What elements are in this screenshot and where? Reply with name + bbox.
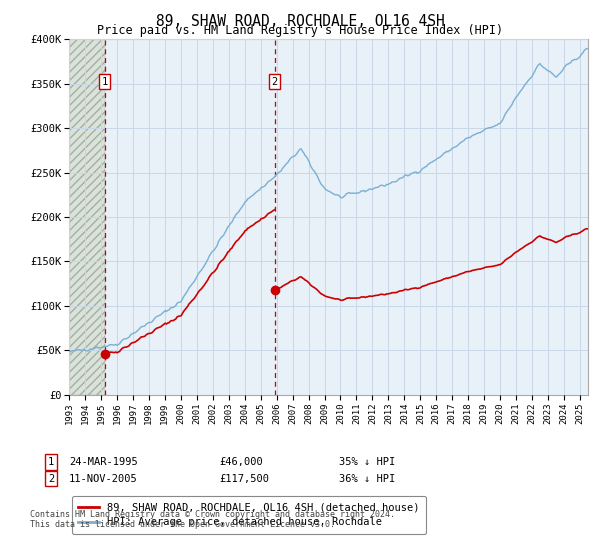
Text: 11-NOV-2005: 11-NOV-2005 [69,474,138,484]
Text: 2: 2 [48,474,54,484]
Text: 89, SHAW ROAD, ROCHDALE, OL16 4SH: 89, SHAW ROAD, ROCHDALE, OL16 4SH [155,14,445,29]
Text: 1: 1 [101,77,108,87]
Text: Price paid vs. HM Land Registry's House Price Index (HPI): Price paid vs. HM Land Registry's House … [97,24,503,37]
Text: 35% ↓ HPI: 35% ↓ HPI [339,457,395,467]
Text: 24-MAR-1995: 24-MAR-1995 [69,457,138,467]
Text: 36% ↓ HPI: 36% ↓ HPI [339,474,395,484]
Bar [69,39,104,395]
Legend: 89, SHAW ROAD, ROCHDALE, OL16 4SH (detached house), HPI: Average price, detached: 89, SHAW ROAD, ROCHDALE, OL16 4SH (detac… [71,496,426,534]
Text: 2: 2 [271,77,278,87]
Text: £46,000: £46,000 [219,457,263,467]
Bar [69,39,104,395]
Text: Contains HM Land Registry data © Crown copyright and database right 2024.
This d: Contains HM Land Registry data © Crown c… [30,510,395,529]
Text: £117,500: £117,500 [219,474,269,484]
Text: 1: 1 [48,457,54,467]
